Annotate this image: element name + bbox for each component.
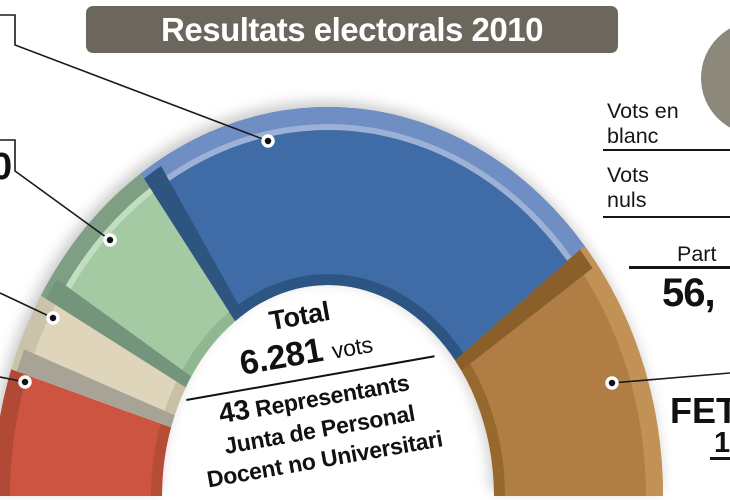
cropped-left-value: 0 [0,146,13,188]
segment-inner-edge-brown [455,353,505,496]
title-banner: Resultats electorals 2010 [86,6,618,53]
total-unit: vots [329,331,375,364]
party-label-fet: FET [670,390,730,431]
segment-beige [11,295,186,428]
participation-value: 56, [662,271,716,315]
segment-inner-edge-red [151,423,172,496]
leader-dot-blue [261,134,275,148]
party-value-fet: 1 [714,427,730,459]
participation-label: Part [677,242,717,266]
segment-side-blue [144,165,244,322]
label-vots-nuls: Vots nuls [607,163,649,212]
leader-line-brown [611,372,730,384]
leader-line-blue [0,14,269,142]
segment-inner-edge-blue [229,274,464,361]
divider [710,457,730,460]
segment-side-green [45,279,192,388]
segment-side-beige [16,349,175,428]
segment-rim-red [0,369,28,496]
leader-dot-green [103,233,117,247]
divider [603,216,730,218]
leader-dot-red [18,375,32,389]
leader-line-beige [0,292,54,319]
segment-side-brown [455,249,593,371]
segment-red [0,369,172,496]
leader-line-green [0,139,111,241]
label-vots-en-blanc: Vots en blanc [607,99,679,148]
page-title: Resultats electorals 2010 [161,10,543,48]
leader-dot-brown [605,376,619,390]
segment-inner-edge-green [176,311,236,388]
divider [629,266,730,269]
segment-rim-green [40,173,151,305]
divider [603,149,730,151]
segment-rim-brown [571,245,663,496]
leader-dot-beige [46,311,60,325]
